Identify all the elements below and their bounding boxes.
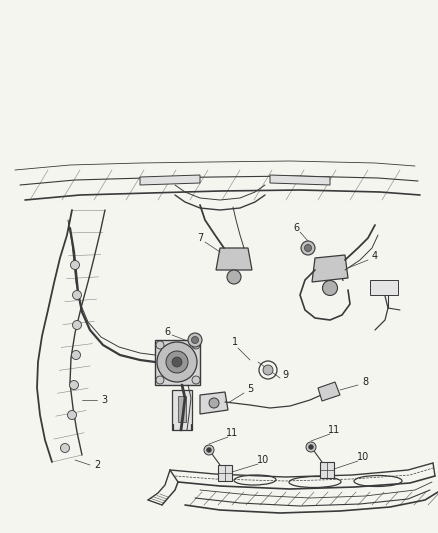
Text: 5: 5 [247, 384, 253, 394]
Polygon shape [320, 462, 334, 478]
Polygon shape [155, 340, 200, 385]
Polygon shape [172, 390, 192, 430]
Text: 6: 6 [293, 223, 299, 233]
Circle shape [157, 342, 197, 382]
Polygon shape [216, 248, 252, 270]
Text: 11: 11 [328, 425, 340, 435]
Text: 8: 8 [362, 377, 368, 387]
Text: 1: 1 [232, 337, 238, 347]
Circle shape [308, 445, 314, 449]
Polygon shape [370, 280, 398, 295]
Circle shape [192, 376, 200, 384]
Circle shape [206, 448, 212, 453]
Circle shape [67, 410, 77, 419]
Polygon shape [270, 175, 330, 185]
Circle shape [156, 376, 164, 384]
Circle shape [204, 445, 214, 455]
Text: 11: 11 [226, 428, 238, 438]
Circle shape [60, 443, 70, 453]
Polygon shape [218, 465, 232, 481]
Text: 2: 2 [94, 460, 100, 470]
Circle shape [192, 341, 200, 349]
Polygon shape [318, 382, 340, 401]
Polygon shape [200, 392, 228, 414]
Text: 4: 4 [372, 251, 378, 261]
Text: 10: 10 [357, 452, 369, 462]
Polygon shape [178, 396, 186, 422]
Circle shape [188, 333, 202, 347]
Circle shape [306, 442, 316, 452]
Circle shape [70, 381, 78, 390]
Polygon shape [140, 175, 200, 185]
Circle shape [156, 341, 164, 349]
Text: 10: 10 [257, 455, 269, 465]
Circle shape [71, 261, 80, 270]
Circle shape [322, 280, 338, 295]
Circle shape [166, 351, 188, 373]
Text: 7: 7 [197, 233, 203, 243]
Circle shape [227, 270, 241, 284]
Circle shape [263, 365, 273, 375]
Circle shape [71, 351, 81, 359]
Circle shape [73, 290, 81, 300]
Text: 6: 6 [164, 327, 170, 337]
Circle shape [304, 245, 311, 252]
Circle shape [209, 398, 219, 408]
Text: 9: 9 [282, 370, 288, 380]
Polygon shape [312, 255, 348, 282]
Circle shape [191, 336, 198, 343]
Text: 3: 3 [101, 395, 107, 405]
Circle shape [172, 357, 182, 367]
Circle shape [73, 320, 81, 329]
Circle shape [301, 241, 315, 255]
